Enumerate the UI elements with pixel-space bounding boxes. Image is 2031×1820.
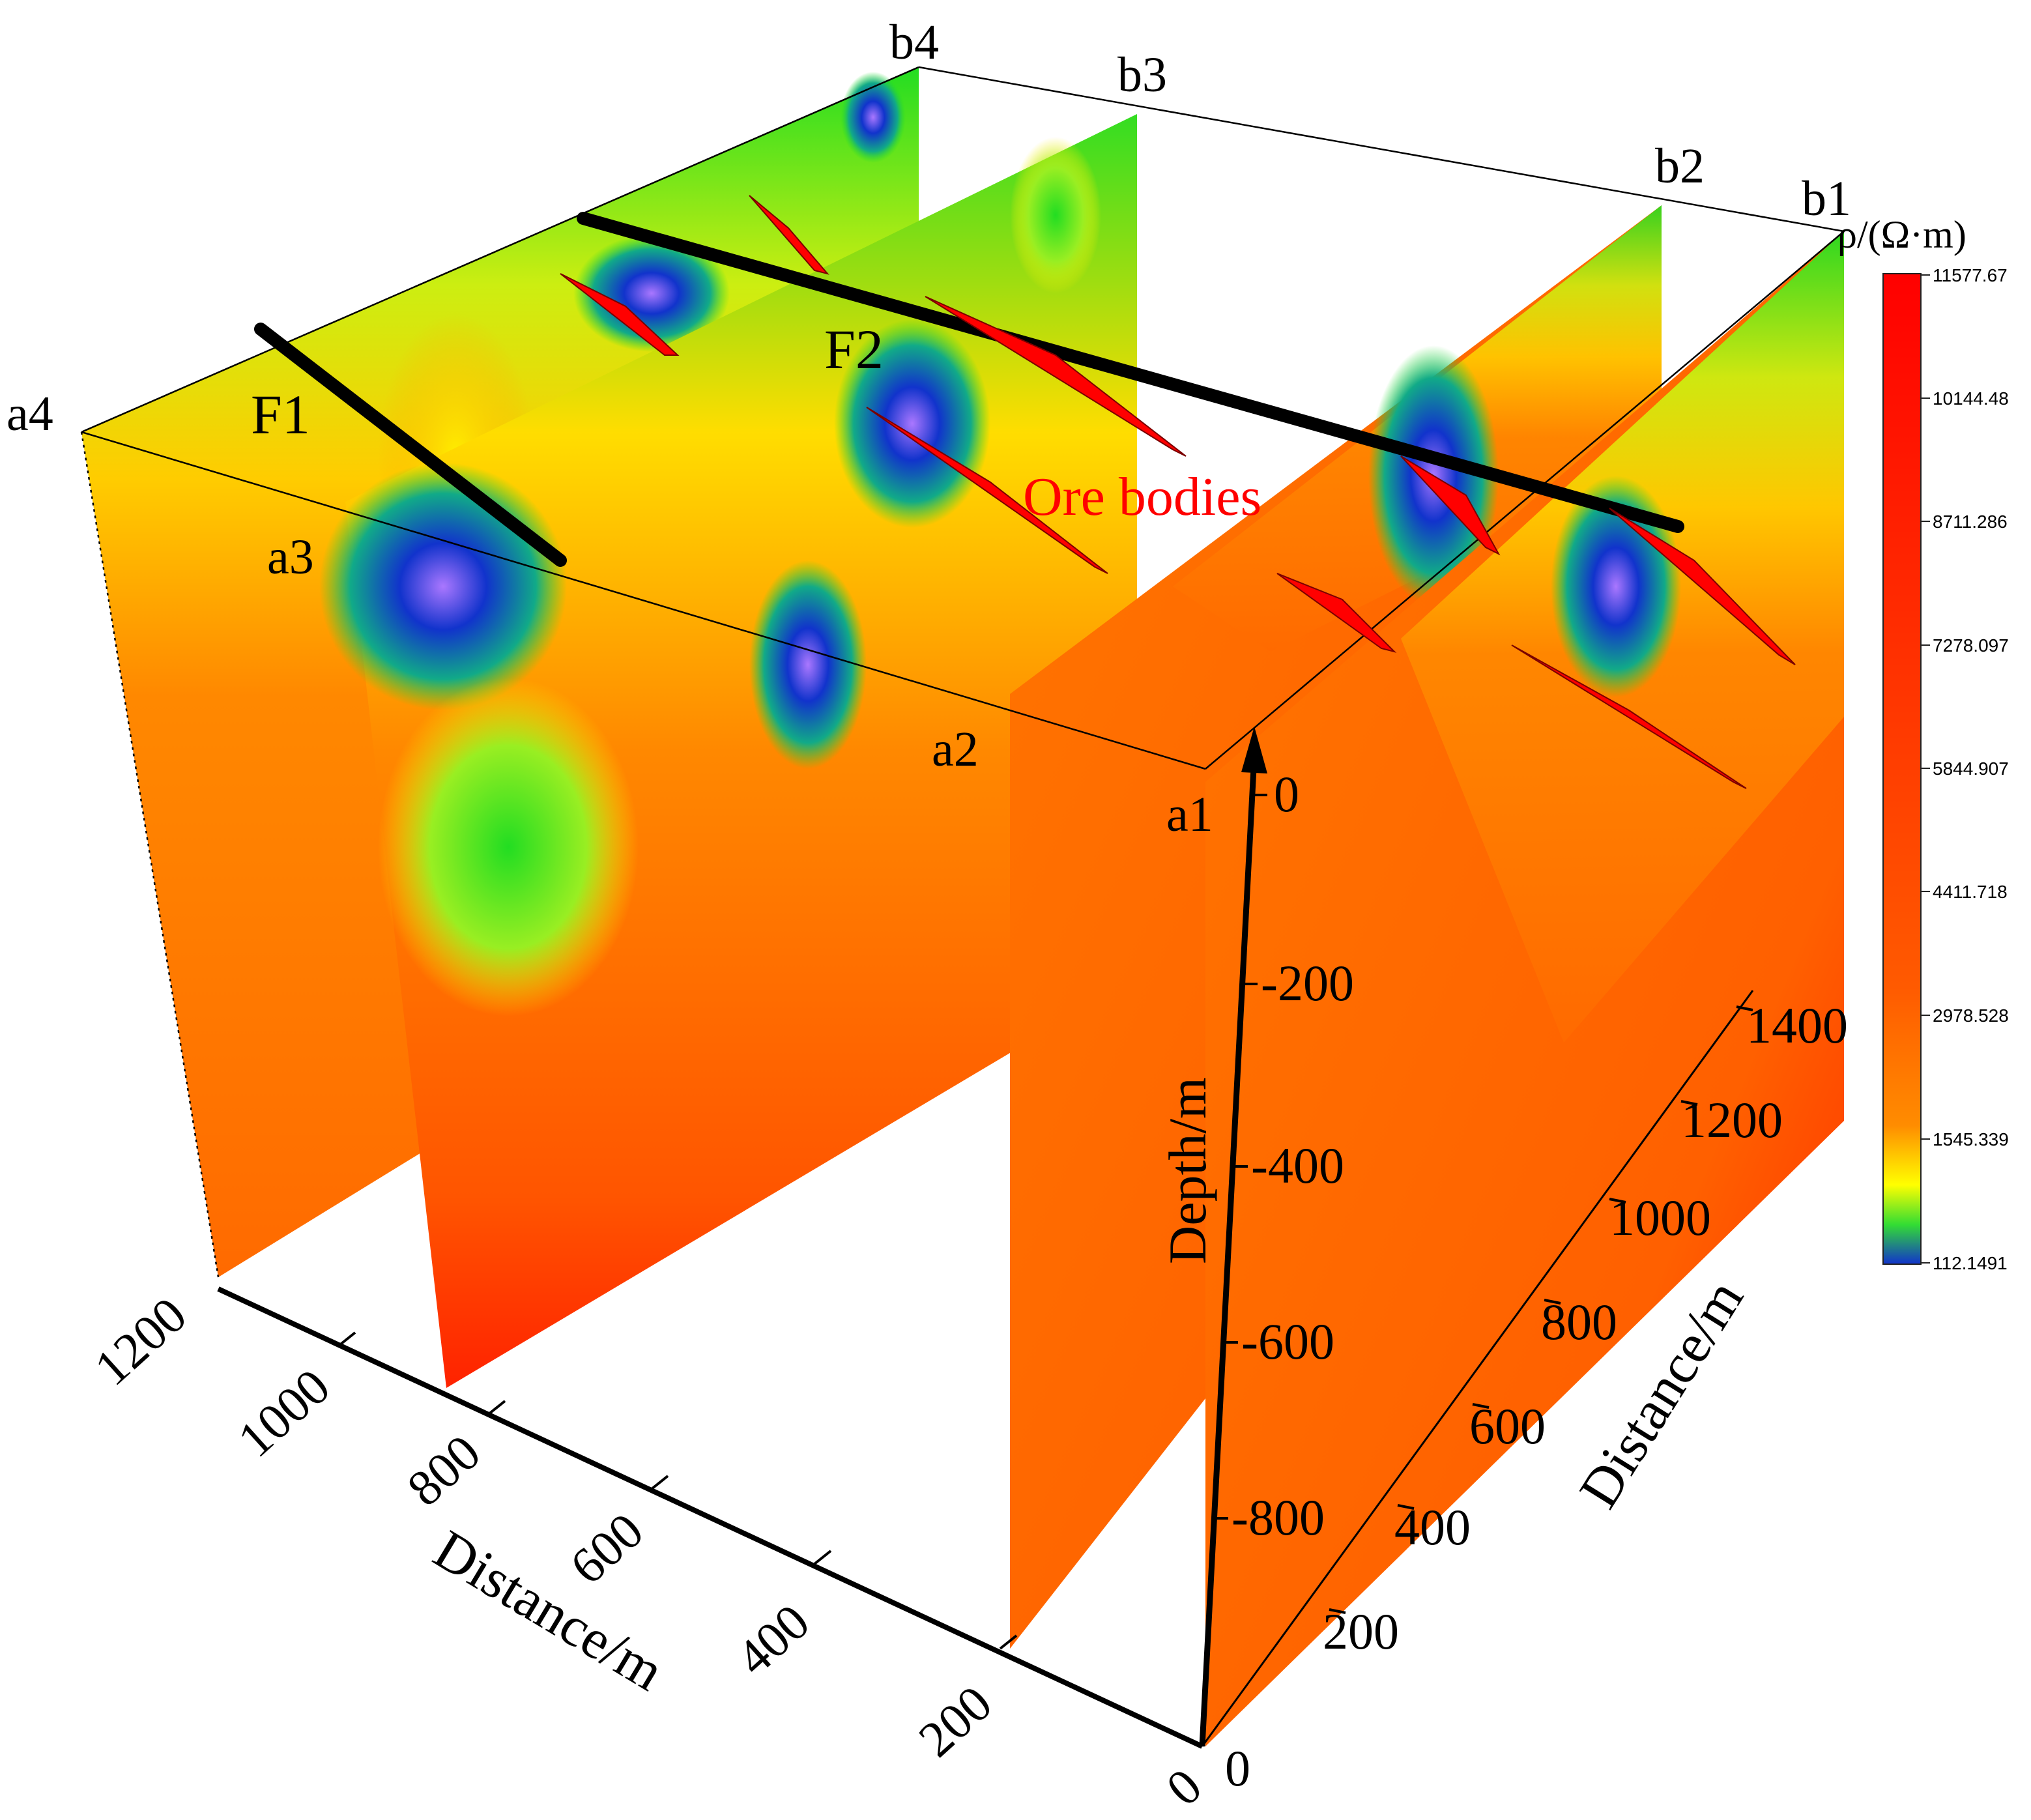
label-b3: b3 xyxy=(1117,48,1167,102)
label-ore-bodies: Ore bodies xyxy=(1023,467,1261,527)
dist-right-tick-200: 200 xyxy=(1323,1603,1399,1660)
dist-right-tick-0: 0 xyxy=(1225,1740,1250,1797)
depth-tick-600: -600 xyxy=(1241,1313,1334,1370)
colorbar-tick-6: 2978.528 xyxy=(1933,1005,2009,1026)
distance-axis-left xyxy=(217,1286,1203,1749)
label-b2: b2 xyxy=(1655,139,1705,194)
fault-line-f2 xyxy=(577,212,1684,533)
label-a2: a2 xyxy=(932,722,979,777)
dist-left-tick-600: 600 xyxy=(559,1502,654,1595)
colorbar-tick-8: 112.1491 xyxy=(1933,1253,2008,1273)
depth-axis xyxy=(1199,727,1267,1747)
box-frame xyxy=(80,66,1845,1278)
depth-axis-ticks: 0 -200 -400 -600 -800 xyxy=(1232,766,1354,1546)
dist-left-tick-200: 200 xyxy=(908,1675,1002,1768)
dist-left-tick-0: 0 xyxy=(1155,1757,1212,1817)
depth-axis-label: Depth/m xyxy=(1158,1077,1217,1264)
colorbar-tick-5: 4411.718 xyxy=(1933,882,2008,902)
depth-tick-400: -400 xyxy=(1251,1137,1344,1194)
fault-line-f1 xyxy=(254,323,567,567)
colorbar-tick-2: 8711.286 xyxy=(1933,512,2008,532)
colorbar-tick-1: 10144.48 xyxy=(1933,388,2009,409)
label-a1: a1 xyxy=(1166,787,1213,842)
colorbar-tick-4: 5844.907 xyxy=(1933,758,2009,779)
label-a3: a3 xyxy=(267,530,314,585)
colorbar-title: ρ/(Ω·m) xyxy=(1837,213,1966,256)
dist-left-tick-400: 400 xyxy=(725,1593,820,1686)
colorbar-gradient xyxy=(1882,273,1922,1265)
label-a4: a4 xyxy=(7,386,53,441)
label-b4: b4 xyxy=(889,15,939,70)
dist-right-tick-1000: 1000 xyxy=(1609,1189,1711,1246)
distance-axis-right xyxy=(1201,990,1754,1747)
depth-tick-0: 0 xyxy=(1274,766,1299,822)
depth-tick-200: -200 xyxy=(1261,955,1354,1011)
colorbar-tick-3: 7278.097 xyxy=(1933,635,2009,656)
dist-right-tick-400: 400 xyxy=(1394,1499,1471,1555)
dist-left-tick-800: 800 xyxy=(396,1424,491,1517)
dist-left-tick-1200: 1200 xyxy=(83,1286,197,1396)
depth-tick-800: -800 xyxy=(1232,1489,1325,1546)
distance-right-ticks: 0 200 400 600 800 1000 1200 1400 xyxy=(1225,997,1848,1797)
label-f1: F1 xyxy=(251,383,310,446)
colorbar-tick-0: 11577.67 xyxy=(1933,265,2008,285)
colorbar-tick-7: 1545.339 xyxy=(1933,1129,2009,1149)
label-f2: F2 xyxy=(824,318,884,381)
profile-slice-a1-b1 xyxy=(1205,231,1844,1746)
profile-slice-a3-b3 xyxy=(319,114,1137,1388)
colorbar-ticks xyxy=(1921,274,1930,1264)
ore-bodies xyxy=(560,195,1796,789)
dist-right-tick-1400: 1400 xyxy=(1746,997,1848,1054)
dist-right-tick-600: 600 xyxy=(1469,1398,1546,1454)
dist-right-tick-1200: 1200 xyxy=(1681,1091,1783,1148)
dist-left-tick-1000: 1000 xyxy=(227,1358,340,1468)
label-b1: b1 xyxy=(1802,171,1851,226)
colorbar: ρ/(Ω·m) 11577.67 10144.48 8711.286 7278.… xyxy=(1837,213,2009,1273)
dist-right-tick-800: 800 xyxy=(1541,1293,1617,1350)
